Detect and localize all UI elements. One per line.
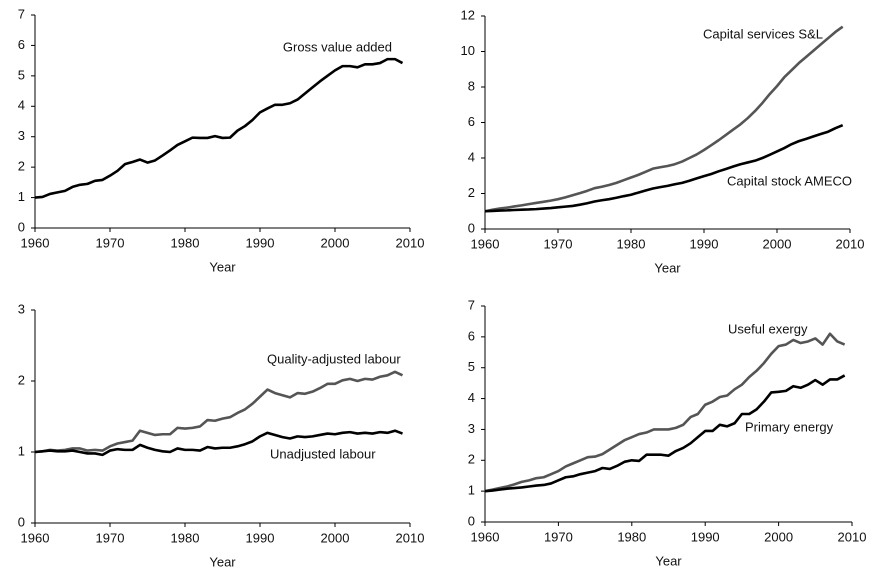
series-line (34, 370, 404, 454)
y-tick-label: 1 (18, 189, 25, 204)
x-tick-label: 2000 (763, 236, 792, 251)
series-line (484, 25, 844, 213)
y-tick-label: 6 (468, 114, 475, 129)
y-tick-label: 4 (18, 98, 25, 113)
series-label: Useful exergy (728, 321, 808, 336)
x-axis-label: Year (654, 260, 681, 275)
x-axis-label: Year (209, 554, 236, 569)
x-tick-label: 2010 (396, 235, 425, 250)
y-tick-label: 8 (468, 78, 475, 93)
x-tick-label: 1960 (471, 529, 500, 544)
y-tick-label: 10 (461, 43, 475, 58)
y-tick-label: 3 (18, 301, 25, 316)
y-tick-label: 0 (468, 220, 475, 235)
y-tick-label: 3 (18, 128, 25, 143)
x-tick-label: 1970 (544, 529, 573, 544)
y-tick-label: 6 (468, 328, 475, 343)
x-tick-label: 1960 (471, 236, 500, 251)
x-tick-label: 2010 (838, 529, 867, 544)
y-tick-label: 4 (468, 390, 475, 405)
y-tick-label: 3 (468, 421, 475, 436)
y-tick-label: 6 (18, 37, 25, 52)
x-tick-label: 1990 (690, 236, 719, 251)
x-tick-label: 1990 (246, 235, 275, 250)
x-tick-label: 1990 (691, 529, 720, 544)
x-tick-label: 1980 (171, 235, 200, 250)
x-tick-label: 2010 (396, 530, 425, 545)
x-axis-label: Year (209, 259, 236, 274)
x-tick-label: 1960 (21, 235, 50, 250)
x-tick-label: 1960 (21, 530, 50, 545)
series-label: Primary energy (745, 419, 834, 434)
x-tick-label: 2000 (321, 235, 350, 250)
y-tick-label: 12 (461, 7, 475, 22)
x-tick-label: 1970 (544, 236, 573, 251)
y-tick-label: 5 (468, 359, 475, 374)
x-tick-label: 1970 (96, 530, 125, 545)
y-tick-label: 0 (18, 514, 25, 529)
y-tick-label: 0 (18, 219, 25, 234)
y-tick-label: 5 (18, 67, 25, 82)
x-tick-label: 1990 (246, 530, 275, 545)
y-tick-label: 7 (18, 6, 25, 21)
x-tick-label: 2000 (321, 530, 350, 545)
x-tick-label: 1970 (96, 235, 125, 250)
y-tick-label: 4 (468, 149, 475, 164)
series-line (484, 123, 844, 213)
series-label: Quality-adjusted labour (267, 351, 401, 366)
y-tick-label: 1 (468, 483, 475, 498)
x-tick-label: 1980 (617, 529, 646, 544)
y-tick-label: 2 (18, 372, 25, 387)
x-axis-label: Year (655, 553, 682, 568)
series-label: Capital stock AMECO (727, 173, 852, 188)
y-tick-label: 2 (468, 452, 475, 467)
series-line (484, 374, 846, 493)
series-line (34, 57, 404, 199)
series-label: Gross value added (283, 39, 392, 54)
x-tick-label: 1980 (617, 236, 646, 251)
y-tick-label: 2 (18, 159, 25, 174)
series-line (34, 429, 403, 457)
y-tick-label: 2 (468, 185, 475, 200)
x-tick-label: 2000 (764, 529, 793, 544)
x-tick-label: 1980 (171, 530, 200, 545)
series-label: Unadjusted labour (270, 446, 376, 461)
series-label: Capital services S&L (703, 26, 823, 41)
y-tick-label: 0 (468, 513, 475, 528)
x-tick-label: 2010 (836, 236, 865, 251)
y-tick-label: 7 (468, 297, 475, 312)
series-line (484, 332, 846, 493)
y-tick-label: 1 (18, 443, 25, 458)
